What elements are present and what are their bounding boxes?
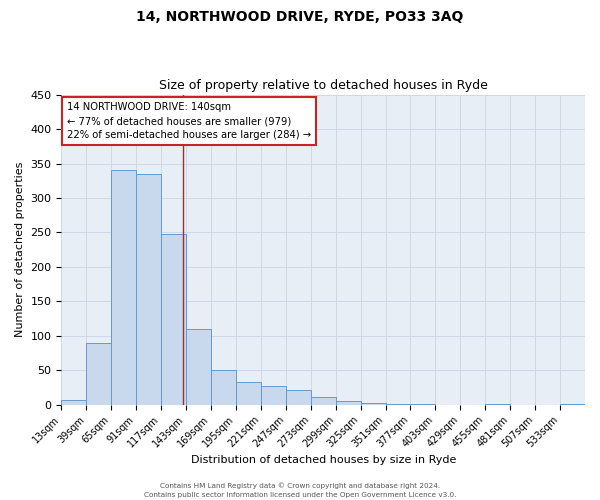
Title: Size of property relative to detached houses in Ryde: Size of property relative to detached ho…: [159, 79, 488, 92]
Text: 14 NORTHWOOD DRIVE: 140sqm
← 77% of detached houses are smaller (979)
22% of sem: 14 NORTHWOOD DRIVE: 140sqm ← 77% of deta…: [67, 102, 311, 141]
Bar: [361, 404, 386, 405]
Bar: [560, 404, 585, 405]
Bar: [335, 402, 361, 405]
Y-axis label: Number of detached properties: Number of detached properties: [15, 162, 25, 338]
Bar: [485, 404, 510, 405]
Bar: [161, 234, 186, 405]
Text: 14, NORTHWOOD DRIVE, RYDE, PO33 3AQ: 14, NORTHWOOD DRIVE, RYDE, PO33 3AQ: [136, 10, 464, 24]
Text: Contains public sector information licensed under the Open Government Licence v3: Contains public sector information licen…: [144, 492, 456, 498]
Bar: [286, 390, 311, 405]
Bar: [136, 174, 161, 405]
Bar: [410, 404, 436, 405]
Bar: [261, 386, 286, 405]
Bar: [86, 343, 111, 405]
Bar: [111, 170, 136, 405]
Bar: [236, 382, 261, 405]
Bar: [386, 404, 410, 405]
Bar: [211, 370, 236, 405]
Bar: [311, 397, 335, 405]
X-axis label: Distribution of detached houses by size in Ryde: Distribution of detached houses by size …: [191, 455, 456, 465]
Text: Contains HM Land Registry data © Crown copyright and database right 2024.: Contains HM Land Registry data © Crown c…: [160, 482, 440, 489]
Bar: [186, 329, 211, 405]
Bar: [61, 400, 86, 405]
